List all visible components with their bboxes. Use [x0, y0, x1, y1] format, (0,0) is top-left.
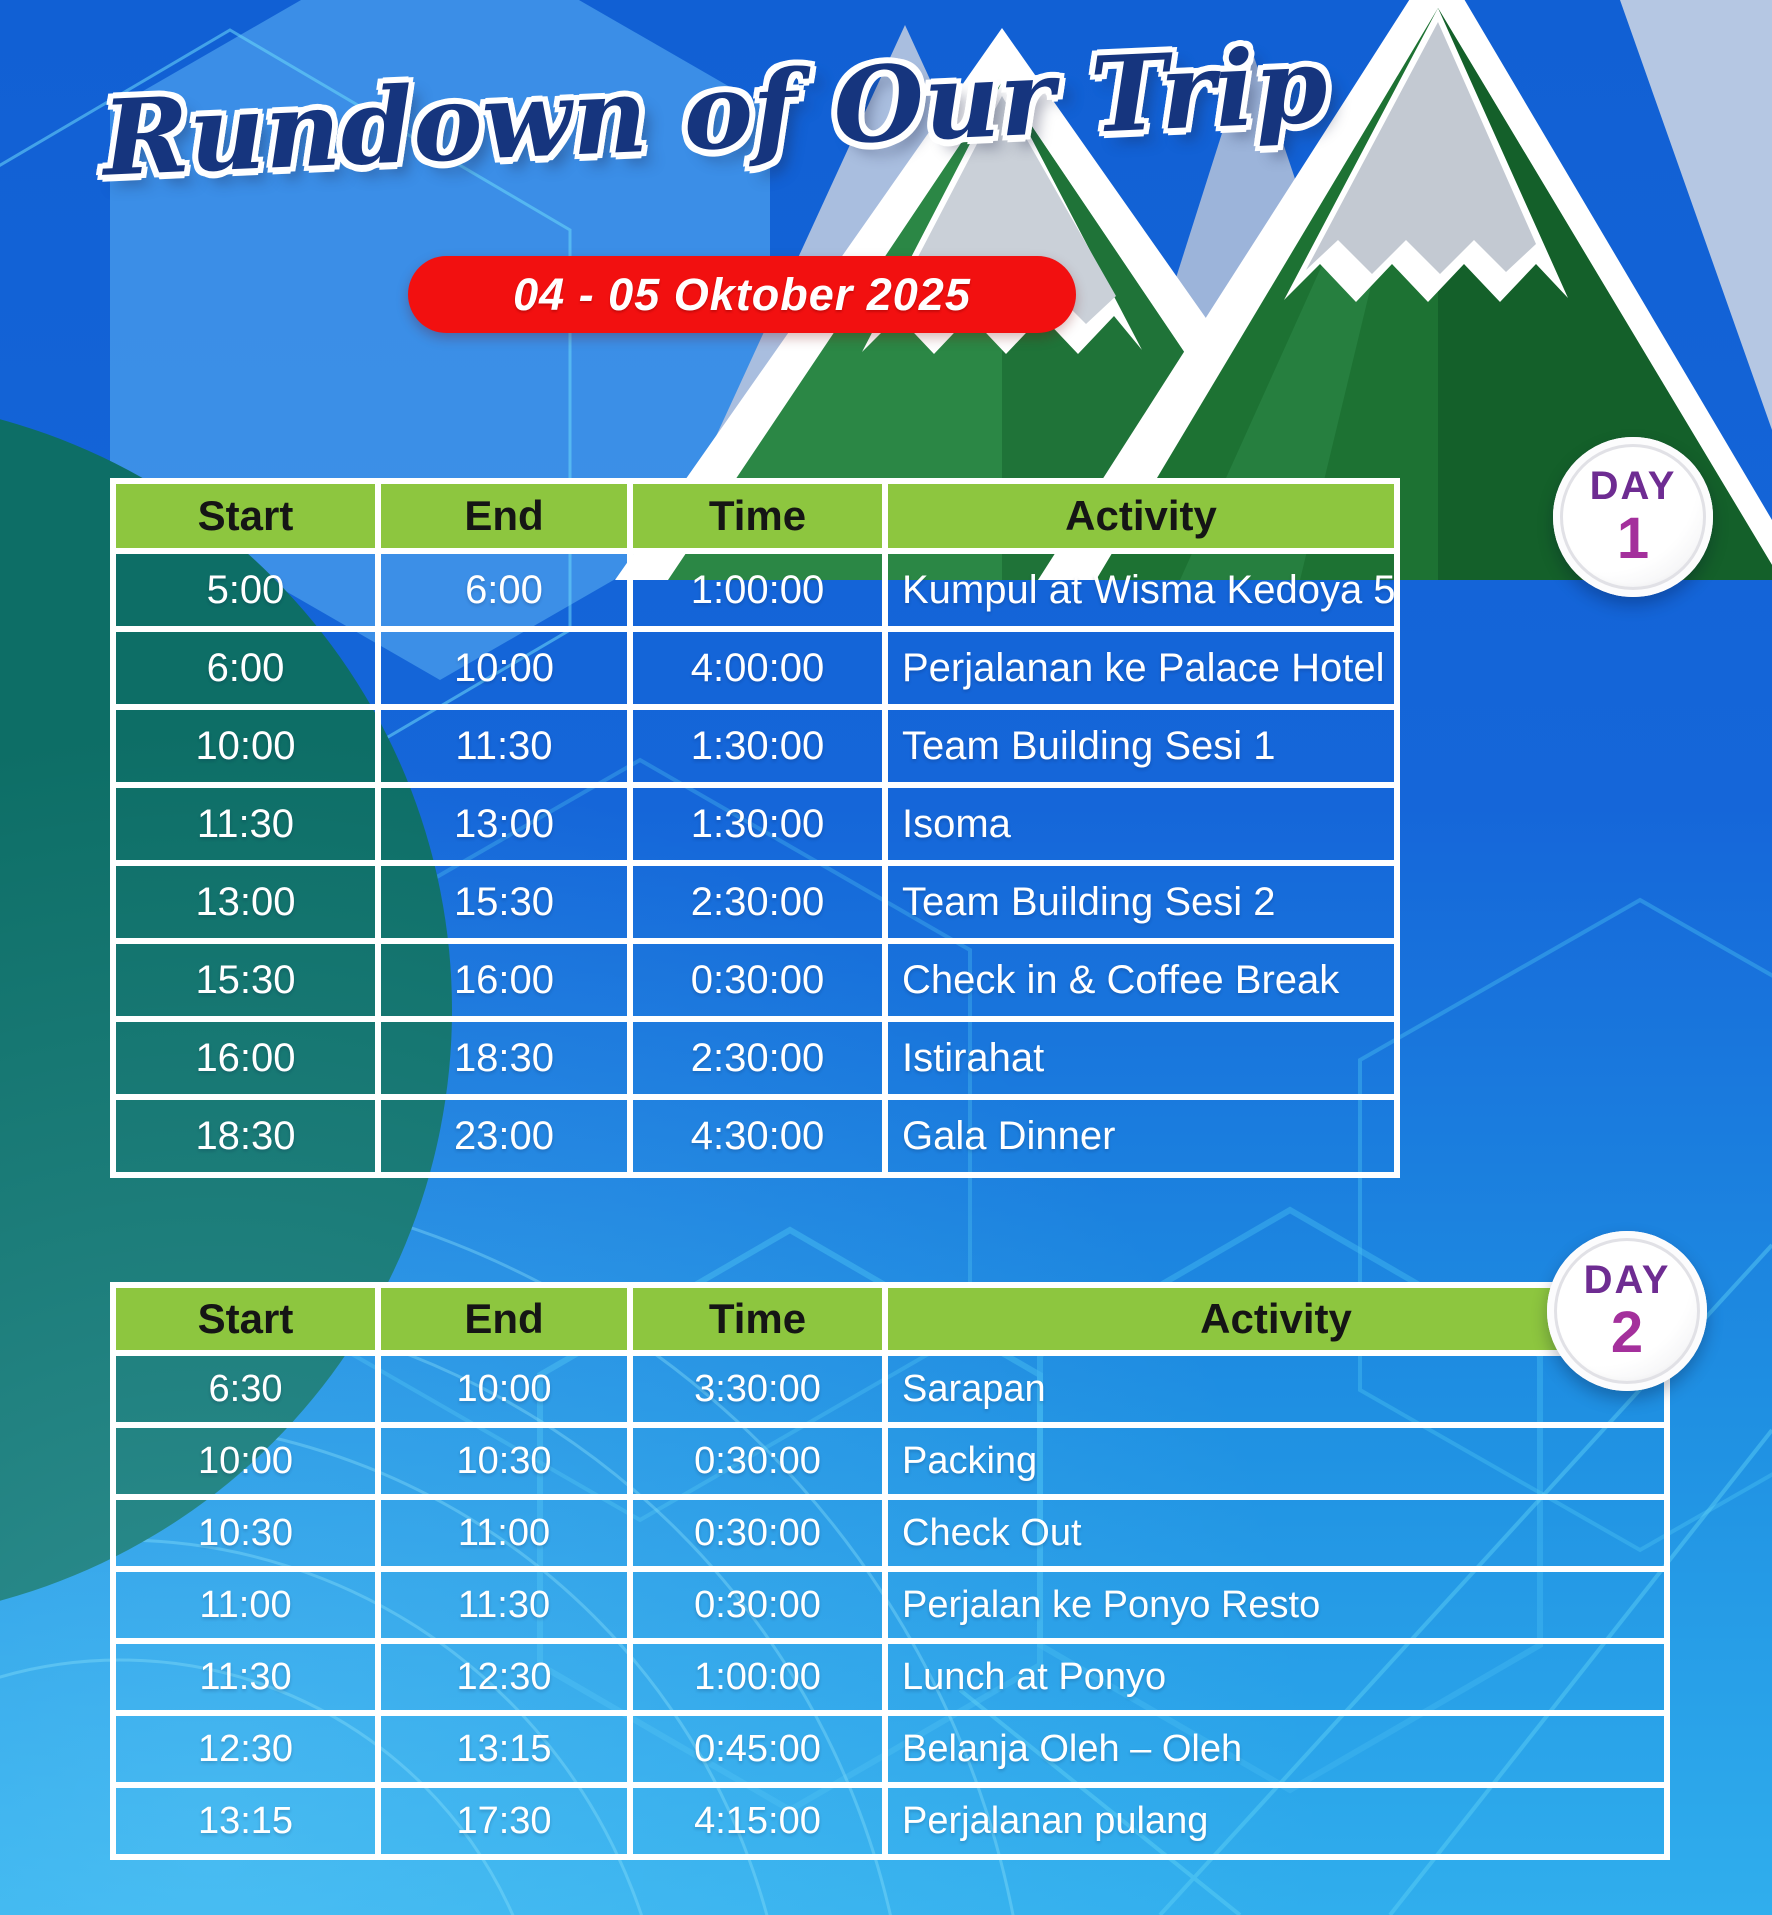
start-cell: 10:00 — [110, 704, 381, 788]
header-cell-start: Start — [110, 478, 381, 554]
start-cell: 10:30 — [110, 1494, 381, 1572]
time-cell: 0:30:00 — [627, 1566, 888, 1644]
table-row: 18:30 23:00 4:30:00 Gala Dinner — [110, 1094, 1400, 1178]
day-badge-label: DAY — [1589, 464, 1677, 508]
day1-schedule-table: Start End Time Activity 5:00 6:00 1:00:0… — [110, 478, 1400, 1178]
table-row: 10:00 11:30 1:30:00 Team Building Sesi 1 — [110, 704, 1400, 788]
time-cell: 0:45:00 — [627, 1710, 888, 1788]
start-cell: 11:30 — [110, 1638, 381, 1716]
activity-cell: Packing — [882, 1422, 1670, 1500]
end-cell: 18:30 — [375, 1016, 633, 1100]
table-row: 11:00 11:30 0:30:00 Perjalan ke Ponyo Re… — [110, 1566, 1670, 1644]
header-row: Start End Time Activity — [110, 1282, 1670, 1356]
time-cell: 4:30:00 — [627, 1094, 888, 1178]
activity-cell: Team Building Sesi 2 — [882, 860, 1400, 944]
table-row: 10:30 11:00 0:30:00 Check Out — [110, 1494, 1670, 1572]
start-cell: 16:00 — [110, 1016, 381, 1100]
end-cell: 13:15 — [375, 1710, 633, 1788]
table-row: 13:00 15:30 2:30:00 Team Building Sesi 2 — [110, 860, 1400, 944]
end-cell: 15:30 — [375, 860, 633, 944]
activity-cell: Kumpul at Wisma Kedoya 59 — [882, 548, 1400, 632]
start-cell: 12:30 — [110, 1710, 381, 1788]
time-cell: 2:30:00 — [627, 1016, 888, 1100]
time-cell: 2:30:00 — [627, 860, 888, 944]
day2-badge: DAY 2 — [1547, 1231, 1707, 1391]
header-cell-end: End — [375, 478, 633, 554]
activity-cell: Sarapan — [882, 1350, 1670, 1428]
end-cell: 10:00 — [375, 626, 633, 710]
day-badge-label: DAY — [1583, 1258, 1671, 1302]
end-cell: 16:00 — [375, 938, 633, 1022]
table-row: 13:15 17:30 4:15:00 Perjalanan pulang — [110, 1782, 1670, 1860]
activity-cell: Perjalanan pulang — [882, 1782, 1670, 1860]
header-row: Start End Time Activity — [110, 478, 1400, 554]
end-cell: 10:00 — [375, 1350, 633, 1428]
start-cell: 5:00 — [110, 548, 381, 632]
time-cell: 0:30:00 — [627, 1422, 888, 1500]
start-cell: 15:30 — [110, 938, 381, 1022]
header-cell-activity: Activity — [882, 1282, 1670, 1356]
table-row: 11:30 13:00 1:30:00 Isoma — [110, 782, 1400, 866]
time-cell: 4:00:00 — [627, 626, 888, 710]
table-row: 12:30 13:15 0:45:00 Belanja Oleh – Oleh — [110, 1710, 1670, 1788]
start-cell: 10:00 — [110, 1422, 381, 1500]
table-row: 5:00 6:00 1:00:00 Kumpul at Wisma Kedoya… — [110, 548, 1400, 632]
activity-cell: Check in & Coffee Break — [882, 938, 1400, 1022]
end-cell: 23:00 — [375, 1094, 633, 1178]
time-cell: 0:30:00 — [627, 938, 888, 1022]
time-cell: 1:30:00 — [627, 704, 888, 788]
day1-badge: DAY 1 — [1553, 437, 1713, 597]
time-cell: 4:15:00 — [627, 1782, 888, 1860]
time-cell: 1:30:00 — [627, 782, 888, 866]
activity-cell: Perjalan ke Ponyo Resto — [882, 1566, 1670, 1644]
header-cell-end: End — [375, 1282, 633, 1356]
start-cell: 6:00 — [110, 626, 381, 710]
time-cell: 3:30:00 — [627, 1350, 888, 1428]
time-cell: 1:00:00 — [627, 1638, 888, 1716]
activity-cell: Check Out — [882, 1494, 1670, 1572]
table-row: 11:30 12:30 1:00:00 Lunch at Ponyo — [110, 1638, 1670, 1716]
table-row: 10:00 10:30 0:30:00 Packing — [110, 1422, 1670, 1500]
end-cell: 11:30 — [375, 1566, 633, 1644]
activity-cell: Lunch at Ponyo — [882, 1638, 1670, 1716]
end-cell: 6:00 — [375, 548, 633, 632]
start-cell: 18:30 — [110, 1094, 381, 1178]
end-cell: 13:00 — [375, 782, 633, 866]
end-cell: 11:00 — [375, 1494, 633, 1572]
activity-cell: Gala Dinner — [882, 1094, 1400, 1178]
activity-cell: Perjalanan ke Palace Hotel — [882, 626, 1400, 710]
end-cell: 10:30 — [375, 1422, 633, 1500]
activity-cell: Isoma — [882, 782, 1400, 866]
header-cell-time: Time — [627, 1282, 888, 1356]
start-cell: 11:00 — [110, 1566, 381, 1644]
table-row: 16:00 18:30 2:30:00 Istirahat — [110, 1016, 1400, 1100]
table-row: 15:30 16:00 0:30:00 Check in & Coffee Br… — [110, 938, 1400, 1022]
start-cell: 13:15 — [110, 1782, 381, 1860]
header-cell-start: Start — [110, 1282, 381, 1356]
table-row: 6:00 10:00 4:00:00 Perjalanan ke Palace … — [110, 626, 1400, 710]
activity-cell: Team Building Sesi 1 — [882, 704, 1400, 788]
header-cell-time: Time — [627, 478, 888, 554]
day-badge-number: 2 — [1610, 1300, 1644, 1365]
table-row: 6:30 10:00 3:30:00 Sarapan — [110, 1350, 1670, 1428]
date-badge-label: 04 - 05 Oktober 2025 — [513, 268, 971, 320]
header-cell-activity: Activity — [882, 478, 1400, 554]
activity-cell: Belanja Oleh – Oleh — [882, 1710, 1670, 1788]
end-cell: 12:30 — [375, 1638, 633, 1716]
day-badge-number: 1 — [1616, 506, 1650, 571]
day2-schedule-table: Start End Time Activity 6:30 10:00 3:30:… — [110, 1282, 1670, 1860]
start-cell: 6:30 — [110, 1350, 381, 1428]
time-cell: 0:30:00 — [627, 1494, 888, 1572]
start-cell: 13:00 — [110, 860, 381, 944]
time-cell: 1:00:00 — [627, 548, 888, 632]
start-cell: 11:30 — [110, 782, 381, 866]
end-cell: 17:30 — [375, 1782, 633, 1860]
date-badge: 04 - 05 Oktober 2025 — [408, 256, 1076, 333]
end-cell: 11:30 — [375, 704, 633, 788]
activity-cell: Istirahat — [882, 1016, 1400, 1100]
